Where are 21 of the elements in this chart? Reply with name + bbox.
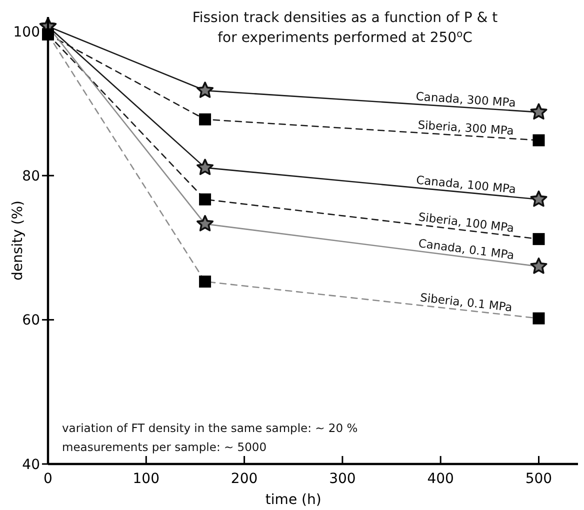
x-tick-label: 200 <box>230 471 258 487</box>
y-tick-label: 80 <box>22 168 40 185</box>
text: Siberia, 100 MPa <box>418 210 515 236</box>
y-tick-label: 100 <box>13 24 40 40</box>
annotation: measurements per sample: ~ 5000 <box>62 440 267 454</box>
x-tick-label: 500 <box>525 471 552 487</box>
annotation: variation of FT density in the same sample: ~ 20 % <box>62 421 358 435</box>
series-label: Canada, 300 MPa <box>415 89 516 110</box>
x-tick-label: 0 <box>44 471 52 487</box>
x-tick-label: 400 <box>427 471 454 487</box>
chart-title: Fission track densities as a function of P & t for experiments performed at 250$^{o}$C <box>192 10 498 46</box>
text: Canada, 100 MPa <box>416 172 517 196</box>
y-axis-title: density (%) <box>10 200 26 281</box>
y-tick-label: 40 <box>22 456 40 473</box>
text: Canada, 0.1 MPa <box>418 236 516 262</box>
y-tick-label: 60 <box>22 312 40 329</box>
text: Siberia, 0.1 MPa <box>419 290 513 314</box>
series-label: Siberia, 300 MPa <box>417 118 514 138</box>
x-tick-label: 100 <box>132 471 160 487</box>
x-tick-label: 300 <box>329 471 356 487</box>
x-axis-title: time (h) <box>265 492 322 508</box>
